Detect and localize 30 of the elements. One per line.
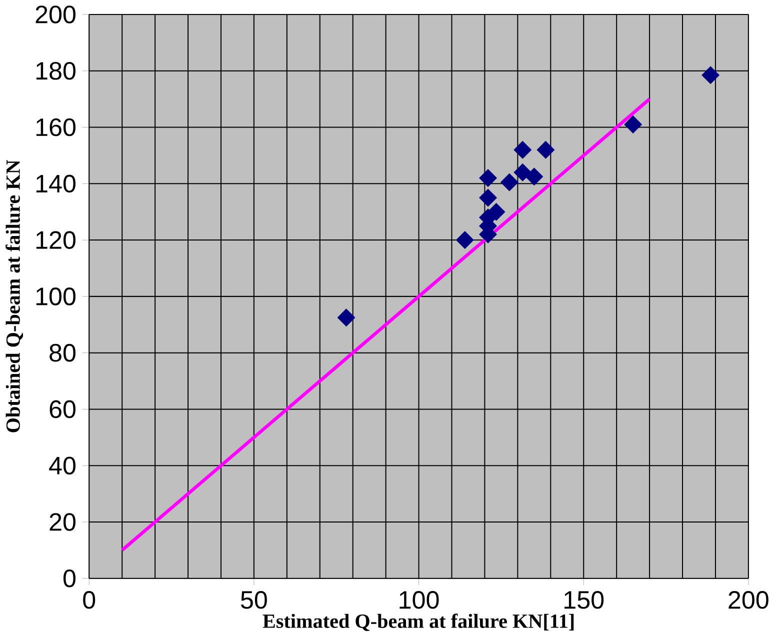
point xyxy=(624,116,642,134)
point xyxy=(702,66,720,84)
x-tick-label: 0 xyxy=(83,591,96,609)
x-tick-label: 150 xyxy=(564,591,604,609)
y-axis-title: Obtained Q-beam at failure KN xyxy=(6,160,24,432)
y-tick-label: 100 xyxy=(36,288,76,306)
x-tick-label: 50 xyxy=(240,591,267,609)
y-tick-label: 80 xyxy=(50,344,76,362)
x-tick-label: 200 xyxy=(728,591,768,609)
x-axis-title: Estimated Q-beam at failure KN[11] xyxy=(262,614,574,632)
point xyxy=(514,141,532,159)
point xyxy=(456,231,474,250)
point xyxy=(479,189,497,207)
y-tick-label: 160 xyxy=(36,118,76,136)
point xyxy=(536,141,555,159)
point xyxy=(487,203,506,221)
y-tick-label: 180 xyxy=(36,62,76,80)
x-tick-label: 100 xyxy=(400,591,439,609)
y-tick-label: 120 xyxy=(36,231,76,250)
point xyxy=(514,164,532,182)
y-tick-label: 20 xyxy=(50,513,76,532)
point xyxy=(479,169,497,188)
y-tick-label: 40 xyxy=(49,456,76,475)
y-tick-label: 0 xyxy=(63,570,76,588)
point xyxy=(525,168,544,186)
point xyxy=(500,174,518,192)
y-tick-label: 200 xyxy=(36,6,76,24)
y-tick-label: 140 xyxy=(36,174,76,193)
y-tick-label: 60 xyxy=(50,400,76,418)
point xyxy=(337,308,356,327)
